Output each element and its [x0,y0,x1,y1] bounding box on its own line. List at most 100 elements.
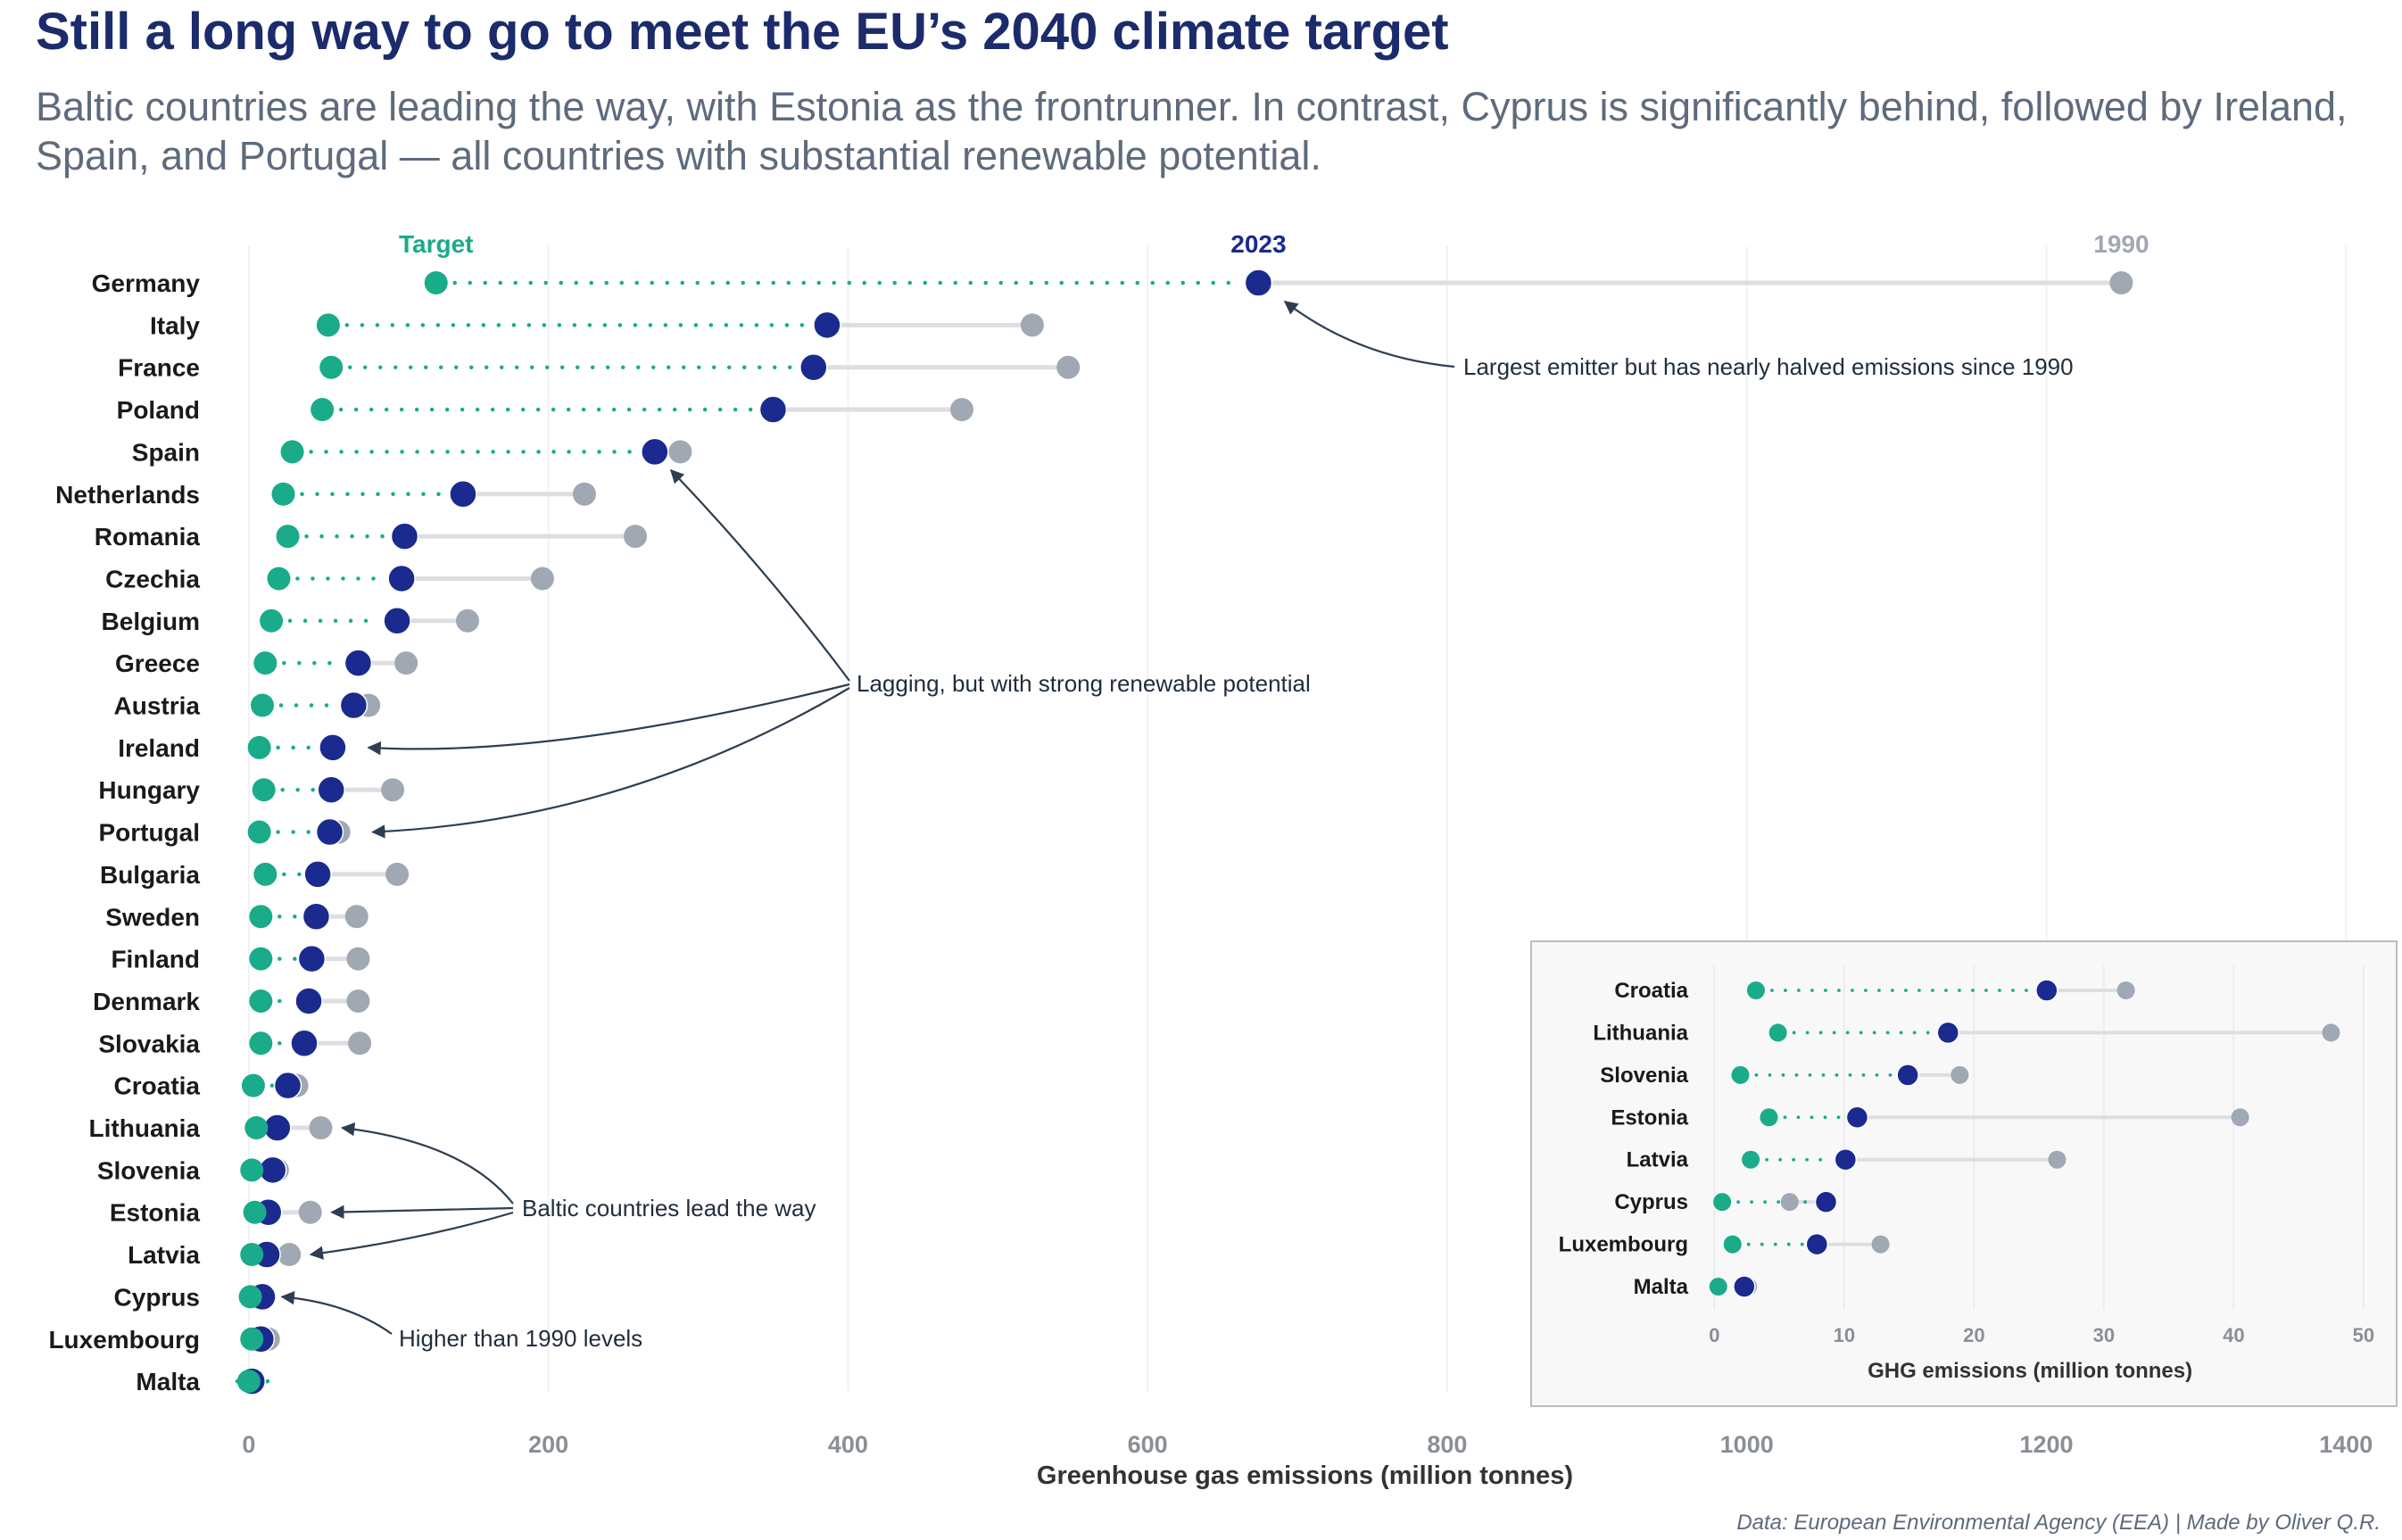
inset-chart: Croatia Lithuania Slovenia Estonia Latvia Cyp… [1530,940,2398,1407]
main-row-france [319,352,1081,382]
main-dot-target-slovenia [240,1158,264,1182]
main-dot-target-luxembourg [240,1327,264,1351]
inset-dot-1990-slovenia [1951,1065,1969,1084]
main-dot-2023-portugal [315,817,344,847]
inset-row-croatia [1746,979,2135,1002]
main-country-label-italy: Italy [150,311,200,339]
main-row-czechia [267,564,554,593]
inset-row-luxembourg [1723,1232,1890,1256]
annotation-arrow-latvia [309,1211,514,1260]
main-x-tick-200: 200 [528,1431,568,1458]
main-dot-2023-france [799,352,828,382]
main-dot-1990-romania [624,525,648,549]
main-row-ireland [247,733,347,762]
main-dot-2023-hungary [317,775,345,804]
main-x-axis-label: Greenhouse gas emissions (million tonnes… [1037,1461,1573,1490]
main-dot-1990-spain [668,440,692,464]
inset-dot-target-latvia [1742,1150,1760,1169]
main-dot-2023-netherlands [449,480,477,509]
legend-label-1990: 1990 [2093,230,2149,258]
legend-label-target: Target [399,230,474,258]
main-dot-2023-spain [641,437,669,467]
main-country-label-france: France [118,354,200,382]
main-dot-target-latvia [240,1243,264,1267]
main-dot-2023-croatia [273,1071,302,1100]
main-dot-1990-hungary [381,778,405,802]
main-dot-2023-ireland [319,733,347,762]
main-dot-target-germany [424,271,448,294]
inset-country-label-slovenia: Slovenia [1600,1064,1688,1088]
main-row-slovenia [240,1155,289,1185]
annotation-arrow-lithuania [340,1122,514,1205]
inset-country-label-luxembourg: Luxembourg [1559,1233,1688,1257]
inset-dot-2023-malta [1733,1275,1756,1298]
main-dot-1990-slovakia [348,1031,372,1056]
main-dot-1990-belgium [455,609,479,633]
main-dot-target-portugal [247,820,271,844]
main-country-label-latvia: Latvia [128,1241,200,1269]
inset-dot-1990-croatia [2116,981,2135,999]
main-x-tick-1400: 1400 [2319,1431,2373,1458]
inset-x-tick-40: 40 [2223,1324,2244,1346]
main-dot-target-malta [236,1370,261,1394]
main-country-label-croatia: Croatia [114,1072,201,1100]
main-row-latvia [240,1240,302,1269]
main-dot-target-netherlands [271,482,295,506]
data-source-caption: Data: European Environmental Agency (EEA… [1736,1511,2381,1535]
main-country-label-portugal: Portugal [98,819,200,847]
main-country-label-hungary: Hungary [98,776,200,804]
main-country-label-cyprus: Cyprus [114,1283,200,1311]
main-country-label-slovenia: Slovenia [97,1156,201,1184]
main-country-label-spain: Spain [132,438,200,466]
main-x-tick-0: 0 [242,1431,255,1458]
main-row-luxembourg [240,1325,280,1354]
main-row-bulgaria [253,860,410,889]
inset-country-label-latvia: Latvia [1627,1148,1689,1172]
main-dot-target-hungary [252,778,276,802]
inset-dot-2023-luxembourg [1805,1232,1829,1256]
main-x-tick-800: 800 [1427,1431,1467,1458]
main-dot-2023-belgium [383,607,411,635]
main-dumbbells [232,269,2133,1395]
main-country-label-malta: Malta [136,1368,200,1395]
inset-country-label-lithuania: Lithuania [1593,1021,1688,1045]
inset-dot-1990-lithuania [2322,1023,2340,1042]
annotation-arrow-ireland [367,683,850,756]
inset-x-tick-50: 50 [2353,1324,2374,1346]
main-row-lithuania [244,1114,333,1142]
inset-dot-2023-slovenia [1896,1064,1919,1087]
main-row-hungary [252,775,405,804]
annotation-lagging: Lagging, but with strong renewable poten… [857,670,1311,697]
main-country-label-finland: Finland [111,946,200,973]
inset-dot-target-slovenia [1731,1065,1750,1084]
main-row-slovakia [249,1029,372,1058]
inset-country-label-estonia: Estonia [1611,1105,1688,1130]
main-country-label-romania: Romania [95,523,201,551]
inset-country-label-cyprus: Cyprus [1614,1190,1688,1214]
legend-label-2023: 2023 [1230,230,1286,258]
main-dot-2023-italy [813,310,841,340]
main-row-croatia [241,1071,309,1100]
main-row-italy [316,310,1044,340]
main-row-netherlands [271,480,596,509]
inset-dot-2023-lithuania [1936,1021,1960,1045]
main-dot-target-poland [311,398,335,422]
main-country-label-luxembourg: Luxembourg [48,1326,200,1354]
main-dot-1990-bulgaria [385,862,410,886]
main-dot-target-cyprus [238,1285,262,1309]
inset-country-label-malta: Malta [1634,1275,1689,1299]
main-row-malta [232,1367,270,1395]
main-dot-1990-estonia [298,1200,322,1224]
main-row-cyprus [238,1282,277,1312]
inset-dot-target-croatia [1746,981,1765,999]
main-dot-target-romania [276,525,300,549]
main-row-sweden [249,902,369,931]
main-country-label-sweden: Sweden [105,903,200,931]
main-dot-target-france [319,355,344,379]
inset-x-tick-0: 0 [1709,1324,1719,1346]
inset-dot-1990-latvia [2048,1150,2067,1169]
inset-x-axis-label: GHG emissions (million tonnes) [1868,1359,2192,1383]
main-dot-2023-romania [390,522,419,551]
main-dot-2023-bulgaria [303,860,332,889]
main-row-greece [253,649,418,677]
